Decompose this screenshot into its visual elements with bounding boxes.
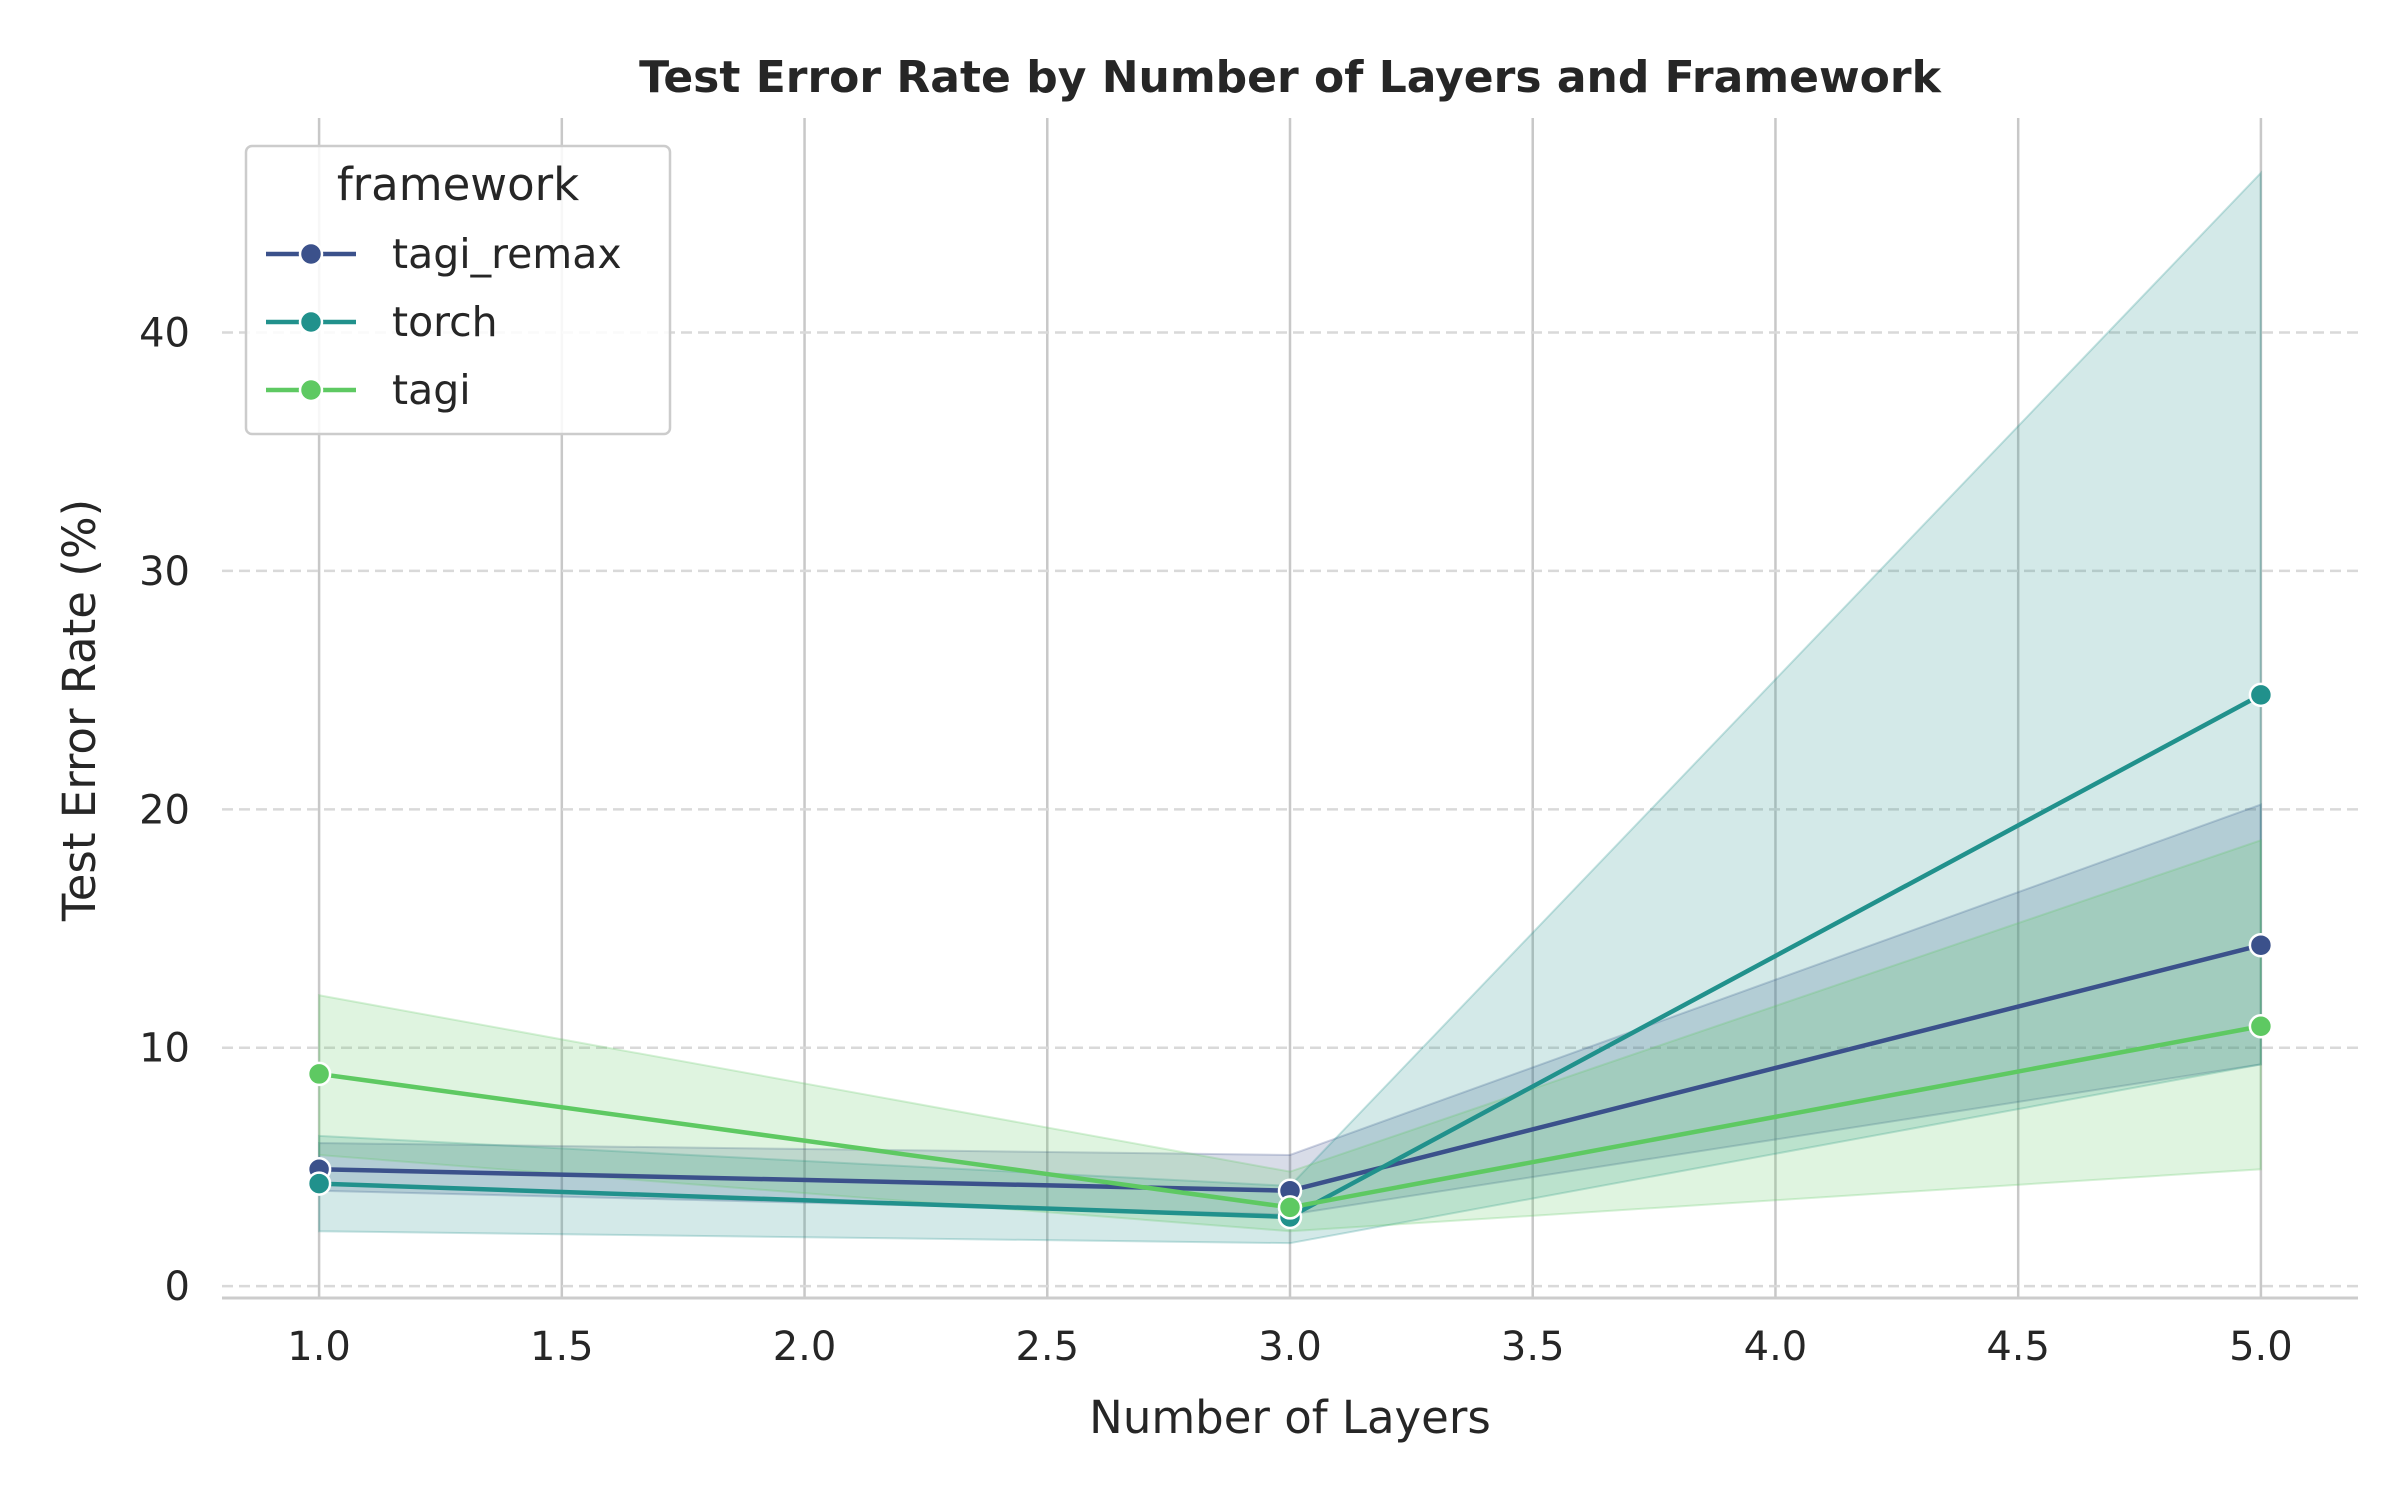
data-point-torch <box>2250 684 2272 706</box>
legend-marker-tagi <box>300 379 322 401</box>
x-tick-label: 4.5 <box>1986 1324 2050 1370</box>
x-axis-label: Number of Layers <box>1089 1391 1491 1444</box>
legend-title: framework <box>337 158 579 211</box>
chart-title: Test Error Rate by Number of Layers and … <box>639 52 1942 103</box>
x-tick-label: 1.0 <box>287 1324 351 1370</box>
x-tick-label: 5.0 <box>2229 1324 2293 1370</box>
y-tick-label: 0 <box>165 1264 190 1310</box>
y-tick-label: 30 <box>139 549 190 595</box>
data-point-tagi <box>2250 1015 2272 1037</box>
legend-label-torch: torch <box>392 298 498 346</box>
x-tick-label: 4.0 <box>1744 1324 1808 1370</box>
legend-marker-torch <box>300 311 322 333</box>
y-tick-label: 20 <box>139 787 190 833</box>
x-tick-label: 1.5 <box>530 1324 594 1370</box>
data-point-tagi <box>308 1063 330 1085</box>
x-tick-labels: 1.0 1.5 2.0 2.5 3.0 3.5 4.0 4.5 5.0 <box>287 1324 2292 1370</box>
y-tick-label: 10 <box>139 1026 190 1072</box>
x-tick-label: 2.0 <box>773 1324 837 1370</box>
y-tick-label: 40 <box>139 311 190 357</box>
x-tick-label: 3.0 <box>1258 1324 1322 1370</box>
legend-label-tagi_remax: tagi_remax <box>392 230 622 278</box>
data-point-torch <box>308 1173 330 1195</box>
legend-marker-tagi_remax <box>300 243 322 265</box>
y-axis-label: Test Error Rate (%) <box>53 499 106 922</box>
data-point-tagi_remax <box>2250 934 2272 956</box>
x-tick-label: 2.5 <box>1015 1324 1079 1370</box>
legend-label-tagi: tagi <box>392 366 471 414</box>
x-tick-label: 3.5 <box>1501 1324 1565 1370</box>
data-point-tagi <box>1279 1196 1301 1218</box>
